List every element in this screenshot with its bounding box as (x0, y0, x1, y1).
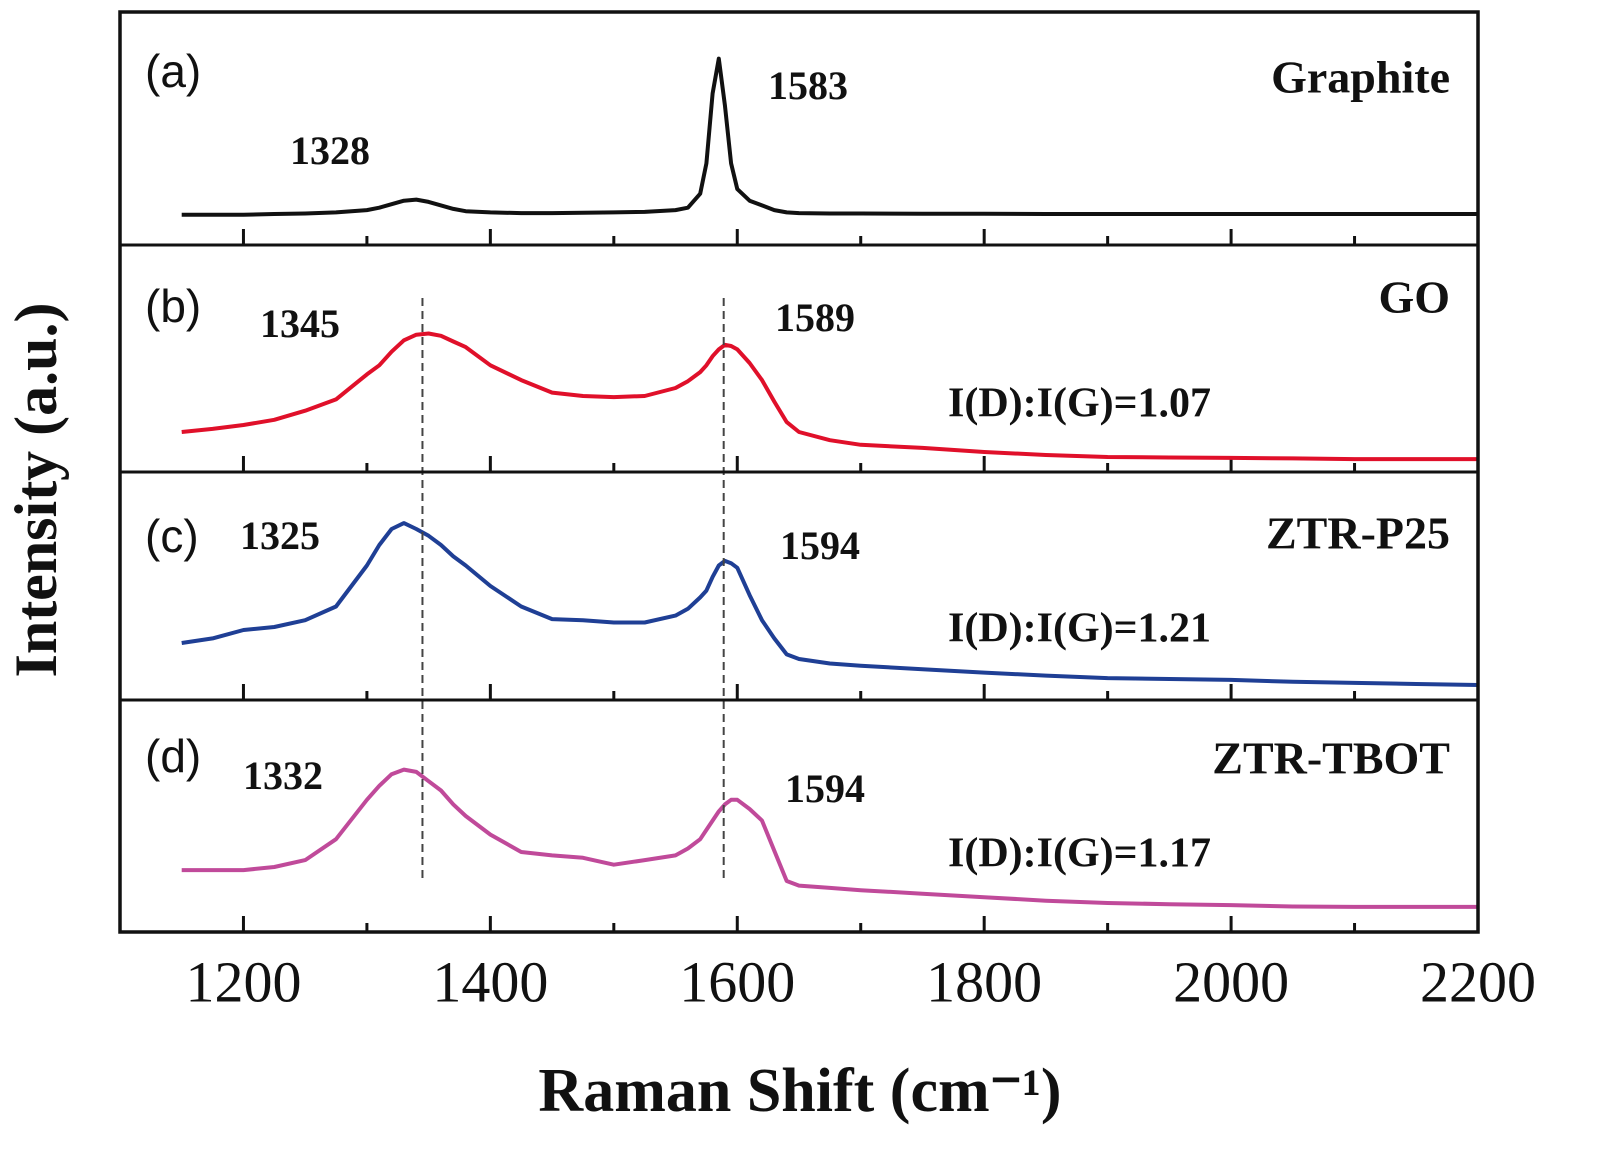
x-axis-label: Raman Shift (cm⁻¹) (538, 1057, 1061, 1125)
x-tick-label: 1600 (679, 949, 795, 1014)
peak-label: 1328 (290, 128, 370, 173)
peak-label: 1594 (780, 523, 860, 568)
peak-label: 1589 (775, 295, 855, 340)
panel-label: (b) (145, 280, 201, 332)
spectrum-line (181, 331, 1478, 462)
peak-label: 1332 (243, 753, 323, 798)
ratio-label: I(D):I(G)=1.21 (948, 606, 1211, 652)
spectrum-line (181, 767, 1478, 909)
y-axis-label: Intensity (a.u.) (3, 302, 69, 677)
series-name: GO (1378, 272, 1450, 323)
panel-label: (a) (145, 45, 201, 97)
spectrum-line (181, 56, 1478, 217)
peak-label: 1325 (240, 513, 320, 558)
x-tick-label: 1800 (926, 949, 1042, 1014)
peak-label: 1583 (768, 63, 848, 108)
x-tick-label: 2000 (1173, 949, 1289, 1014)
ratio-label: I(D):I(G)=1.07 (948, 381, 1211, 427)
series-name: ZTR-TBOT (1212, 733, 1450, 784)
panel-label: (d) (145, 730, 201, 782)
series-name: Graphite (1271, 52, 1450, 103)
x-tick-label: 1200 (185, 949, 301, 1014)
series-name: ZTR-P25 (1266, 508, 1450, 559)
peak-label: 1594 (785, 766, 865, 811)
panel-label: (c) (145, 510, 199, 562)
spectrum-line (181, 521, 1479, 687)
x-tick-label: 2200 (1420, 949, 1536, 1014)
ratio-label: I(D):I(G)=1.17 (948, 831, 1211, 877)
x-tick-label: 1400 (432, 949, 548, 1014)
peak-label: 1345 (260, 301, 340, 346)
